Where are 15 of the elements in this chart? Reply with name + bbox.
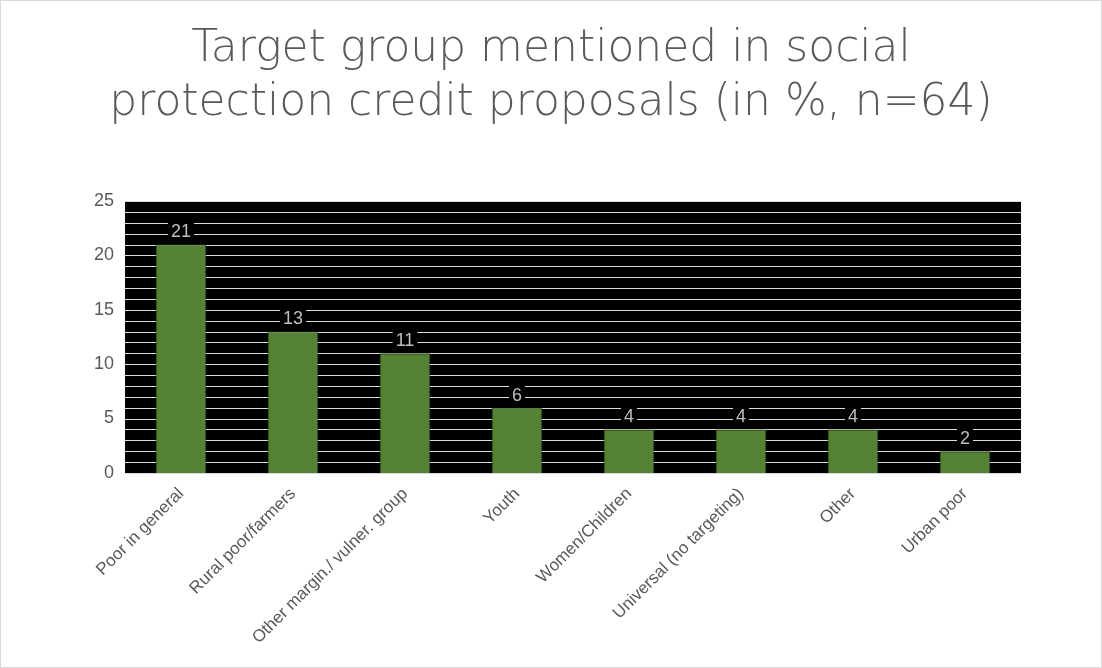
data-label: 6 [512,384,523,405]
y-tick-label: 15 [93,298,115,319]
data-label: 11 [395,330,415,351]
data-label: 4 [624,406,635,427]
y-tick-label: 5 [104,407,115,428]
data-label: 4 [736,406,747,427]
y-tick-label: 0 [104,461,115,482]
data-label: 21 [171,221,192,242]
data-label: 2 [959,428,971,449]
data-label: 4 [848,406,859,427]
chart-title: Target group mentioned in social protection credit proposals (in %, n=64) [108,19,994,127]
y-tick-label: 20 [93,244,115,265]
y-tick-label: 25 [93,189,115,210]
data-label: 13 [283,308,304,329]
y-tick-label: 10 [93,353,115,374]
